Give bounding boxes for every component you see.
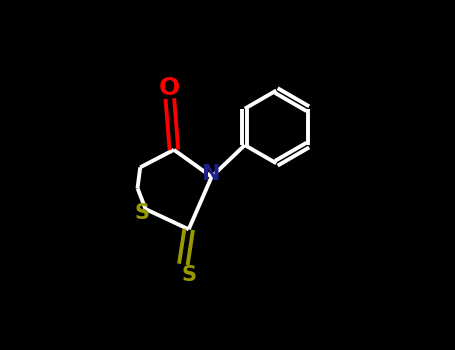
Text: O: O [159, 76, 181, 100]
Text: S: S [134, 203, 149, 223]
Text: N: N [202, 164, 221, 184]
Text: S: S [181, 265, 196, 285]
